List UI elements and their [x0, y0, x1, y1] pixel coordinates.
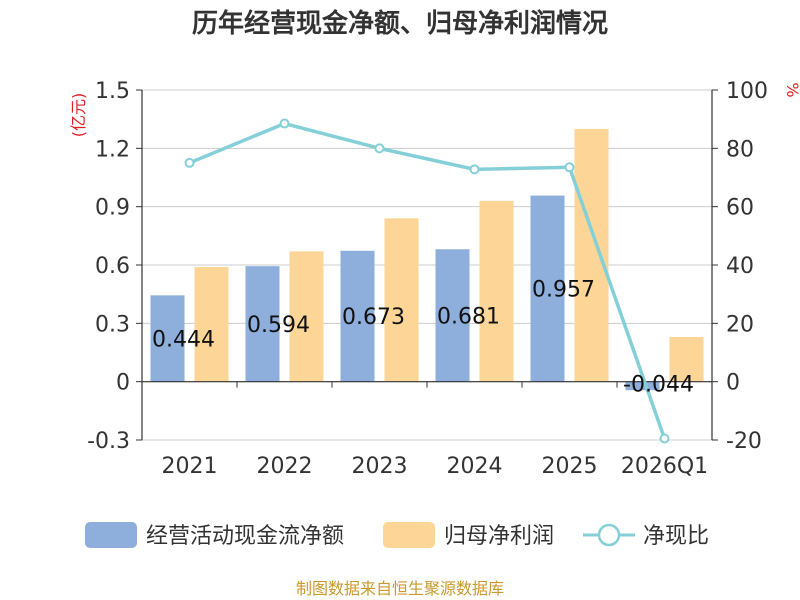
- ratio-line-path: [188, 121, 667, 440]
- legend-swatch-profit: [383, 522, 435, 548]
- source-text: 制图数据来自恒生聚源数据库: [296, 579, 504, 598]
- left-tick-label: 0.6: [95, 254, 130, 279]
- ratio-point: [279, 118, 290, 129]
- right-axis-unit: %: [783, 82, 800, 97]
- left-tick-label: 0: [116, 371, 130, 396]
- data-labels: 0.444 0.594 0.673 0.681 0.957 -0.044: [152, 278, 694, 398]
- left-tick-label: 1.5: [95, 79, 130, 104]
- cashflow-bar: [435, 249, 470, 382]
- chart-title: 历年经营现金净额、归母净利润情况: [192, 8, 608, 39]
- cashflow-data-label: 0.957: [532, 278, 595, 303]
- left-tick-label: 0.3: [95, 312, 130, 337]
- cashflow-bar: [245, 266, 280, 382]
- profit-bar: [194, 266, 229, 382]
- profit-bar: [574, 128, 609, 382]
- cashflow-bar: [625, 381, 660, 391]
- ratio-line: [184, 118, 670, 444]
- x-tick-label: 2021: [162, 454, 218, 479]
- axes: 1.5 1.2 0.9 0.6 0.3 0 -0.3 100 80 60 40 20 0 -20 (亿元)%…: [69, 79, 800, 479]
- right-tick-label: 40: [726, 254, 754, 279]
- x-tick-label: 2023: [352, 454, 408, 479]
- left-tick-label: 0.9: [95, 196, 130, 221]
- x-tick-label: 2026Q1: [621, 454, 708, 479]
- x-tick-label: 2024: [447, 454, 503, 479]
- bars: [150, 128, 704, 391]
- left-tick-label: -0.3: [87, 429, 130, 454]
- ratio-point: [564, 162, 575, 173]
- ratio-point: [374, 143, 385, 154]
- left-tick-label: 1.2: [95, 137, 130, 162]
- cashflow-bar: [530, 195, 565, 382]
- cashflow-data-label: 0.673: [342, 305, 405, 330]
- legend-swatch-cashflow: [85, 522, 137, 548]
- legend: 经营活动现金流净额 归母净利润 净现比: [85, 522, 709, 549]
- cashflow-data-label: -0.044: [623, 373, 694, 398]
- profit-bar: [479, 200, 514, 382]
- cashflow-data-label: 0.681: [437, 304, 500, 329]
- cashflow-bar: [340, 250, 375, 382]
- right-tick-label: 20: [726, 312, 754, 337]
- right-tick-label: 60: [726, 196, 754, 221]
- x-tick-label: 2025: [542, 454, 598, 479]
- left-axis-unit: (亿元): [69, 93, 88, 138]
- right-tick-label: 0: [726, 371, 740, 396]
- right-tick-label: 100: [726, 79, 768, 104]
- cashflow-data-label: 0.594: [247, 313, 310, 338]
- legend-label-ratio: 净现比: [643, 524, 709, 549]
- ratio-point: [659, 433, 670, 444]
- right-tick-label: -20: [726, 429, 762, 454]
- ratio-point: [184, 157, 195, 168]
- profit-bar: [384, 218, 419, 382]
- cashflow-bar: [150, 295, 185, 382]
- ratio-point: [469, 164, 480, 175]
- right-tick-label: 80: [726, 137, 754, 162]
- legend-swatch-ratio-marker: [597, 523, 621, 547]
- profit-bar: [289, 251, 324, 382]
- profit-bar: [669, 336, 704, 382]
- legend-label-cashflow: 经营活动现金流净额: [146, 524, 344, 549]
- legend-label-profit: 归母净利润: [444, 524, 554, 549]
- cashflow-data-label: 0.444: [152, 328, 215, 353]
- x-tick-label: 2022: [257, 454, 313, 479]
